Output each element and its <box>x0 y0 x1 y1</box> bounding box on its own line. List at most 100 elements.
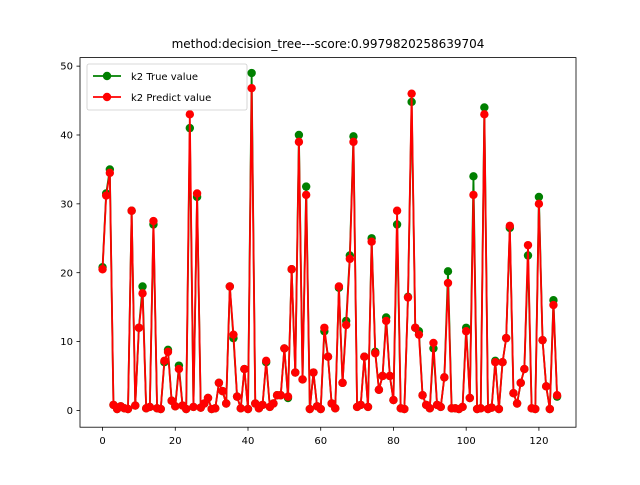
data-point <box>349 137 358 147</box>
data-point <box>101 191 111 200</box>
data-point <box>523 240 533 250</box>
data-point <box>345 254 355 264</box>
data-point <box>414 330 424 339</box>
data-point <box>98 265 107 274</box>
y-tick-label: 10 <box>60 337 73 348</box>
data-point <box>538 335 547 345</box>
data-point <box>192 189 202 198</box>
data-point <box>189 402 198 412</box>
data-point <box>316 404 325 414</box>
x-tick-label: 100 <box>457 436 476 447</box>
data-point <box>534 192 544 202</box>
data-point <box>338 378 347 388</box>
legend: k2 True value k2 Predict value <box>86 63 248 111</box>
data-point <box>505 221 515 231</box>
data-point <box>240 364 249 374</box>
data-point <box>243 404 253 414</box>
data-point <box>545 404 555 414</box>
data-point <box>360 352 369 361</box>
data-point <box>305 404 315 414</box>
data-point <box>232 392 242 401</box>
data-point <box>443 278 453 288</box>
data-point <box>145 402 155 412</box>
data-point <box>269 399 278 408</box>
data-point <box>334 282 344 291</box>
data-point <box>552 391 562 400</box>
data-point <box>411 323 420 332</box>
data-point <box>127 206 136 215</box>
data-point <box>367 237 376 246</box>
series-layer <box>98 68 562 414</box>
chart-title: method:decision_tree---score:0.997982025… <box>172 37 485 51</box>
data-point <box>149 216 158 226</box>
data-point <box>363 402 373 412</box>
data-point <box>261 356 271 366</box>
data-point <box>469 172 478 181</box>
data-point <box>123 404 133 414</box>
data-point <box>403 293 413 302</box>
legend-label-predict: k2 Predict value <box>131 93 211 104</box>
x-tick-label: 120 <box>529 436 548 447</box>
y-tick-label: 50 <box>60 62 73 73</box>
data-point <box>283 392 293 401</box>
data-point <box>440 373 449 382</box>
data-point <box>131 401 140 410</box>
data-point <box>494 404 504 414</box>
data-point <box>443 267 453 276</box>
data-point <box>138 289 147 298</box>
data-point <box>163 347 173 357</box>
data-point <box>531 404 540 414</box>
data-point <box>211 404 220 413</box>
data-point <box>280 344 289 353</box>
data-point <box>323 352 333 361</box>
data-point <box>378 371 387 381</box>
data-point <box>407 89 416 98</box>
data-point <box>218 386 227 396</box>
data-point <box>549 300 558 310</box>
data-point <box>461 327 471 336</box>
data-point <box>458 402 467 412</box>
data-point <box>498 358 507 367</box>
data-point <box>236 404 245 413</box>
data-point <box>287 265 296 274</box>
data-point <box>276 391 285 400</box>
x-tick-label: 20 <box>169 436 182 447</box>
data-point <box>181 404 191 414</box>
data-point <box>392 206 402 215</box>
x-tick-label: 80 <box>387 436 400 447</box>
y-tick-label: 0 <box>67 406 73 417</box>
legend-marker-predict <box>102 92 112 102</box>
data-point <box>294 130 304 140</box>
data-point <box>371 349 380 358</box>
data-point <box>381 316 391 326</box>
y-tick-label: 40 <box>60 131 73 142</box>
data-point <box>298 375 307 384</box>
series-predict-value <box>98 83 562 414</box>
data-point <box>389 395 398 405</box>
data-point <box>247 83 256 93</box>
axes-frame <box>79 57 577 428</box>
data-point <box>541 382 551 391</box>
data-point <box>487 403 496 412</box>
data-point <box>509 388 518 398</box>
data-point <box>480 110 489 119</box>
data-point <box>520 364 529 374</box>
data-point <box>501 333 511 343</box>
y-tick-label: 30 <box>60 199 73 210</box>
y-axis: 0 10 20 30 40 50 <box>60 62 80 417</box>
data-point <box>480 103 489 112</box>
data-point <box>291 368 300 377</box>
data-point <box>534 199 544 209</box>
data-point <box>385 371 395 381</box>
data-point <box>105 168 115 178</box>
data-point <box>491 358 500 367</box>
x-axis: 0 20 40 60 80 100 120 <box>99 427 548 447</box>
data-point <box>221 399 231 408</box>
data-point <box>320 323 329 332</box>
x-tick-label: 0 <box>99 436 105 447</box>
data-point <box>374 385 384 394</box>
x-tick-label: 40 <box>242 436 255 447</box>
data-point <box>400 404 409 414</box>
data-point <box>341 320 351 330</box>
